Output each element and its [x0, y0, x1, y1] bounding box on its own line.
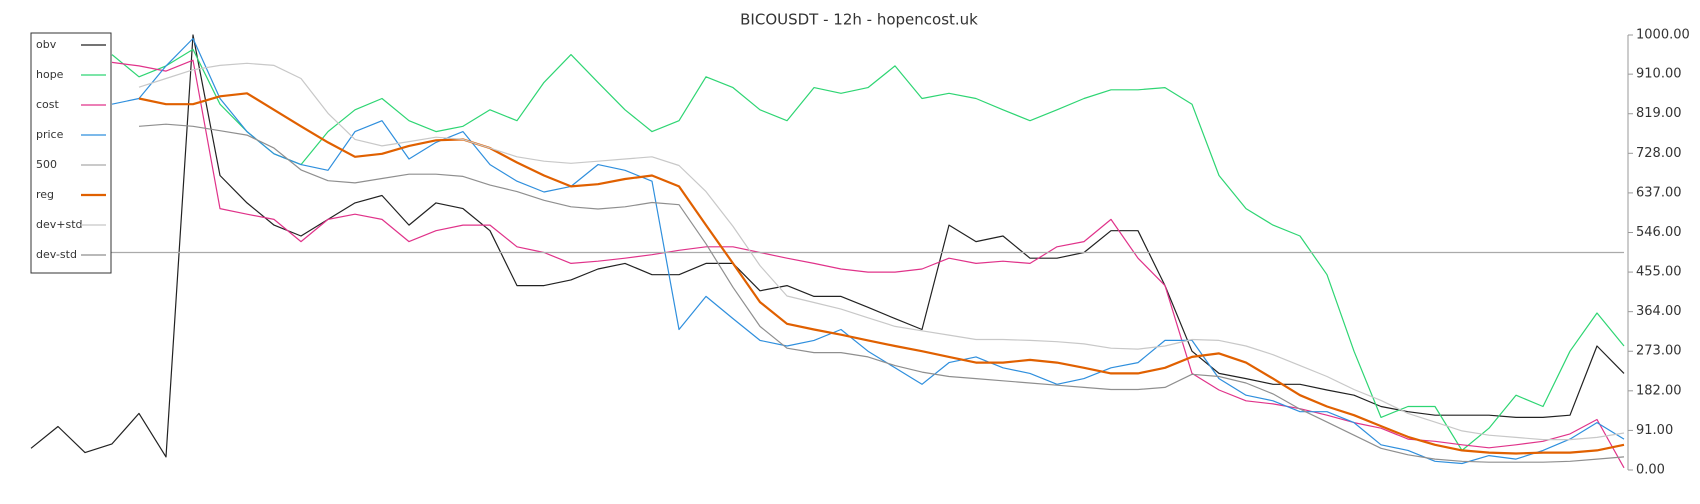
legend-label: dev-std — [36, 248, 77, 261]
y-tick-label: 364.00 — [1636, 304, 1682, 319]
legend-label: price — [36, 128, 64, 141]
legend-box — [30, 32, 112, 274]
series-line — [111, 48, 1625, 451]
y-tick-label: 0.00 — [1636, 463, 1665, 478]
y-tick-label: 91.00 — [1636, 423, 1673, 438]
series-line — [138, 92, 1625, 455]
legend-label: cost — [36, 98, 60, 111]
y-tick-label: 273.00 — [1636, 344, 1682, 359]
series-line — [111, 37, 1625, 465]
legend-label: reg — [36, 188, 54, 201]
y-tick-label: 819.00 — [1636, 106, 1682, 121]
legend-label: 500 — [36, 158, 57, 171]
series-line — [138, 62, 1625, 441]
chart-title: BICOUSDT - 12h - hopencost.uk — [740, 11, 978, 29]
series-line — [138, 123, 1625, 463]
y-tick-label: 546.00 — [1636, 225, 1682, 240]
series-line — [111, 59, 1625, 469]
y-tick-label: 637.00 — [1636, 185, 1682, 200]
legend-label: obv — [36, 38, 57, 51]
legend-label: dev+std — [36, 218, 83, 231]
y-tick-label: 455.00 — [1636, 265, 1682, 280]
y-tick-label: 1000.00 — [1636, 28, 1690, 43]
y-tick-label: 728.00 — [1636, 146, 1682, 161]
y-tick-label: 182.00 — [1636, 383, 1682, 398]
y-tick-label: 910.00 — [1636, 67, 1682, 82]
series-line — [30, 34, 1625, 458]
legend-label: hope — [36, 68, 64, 81]
